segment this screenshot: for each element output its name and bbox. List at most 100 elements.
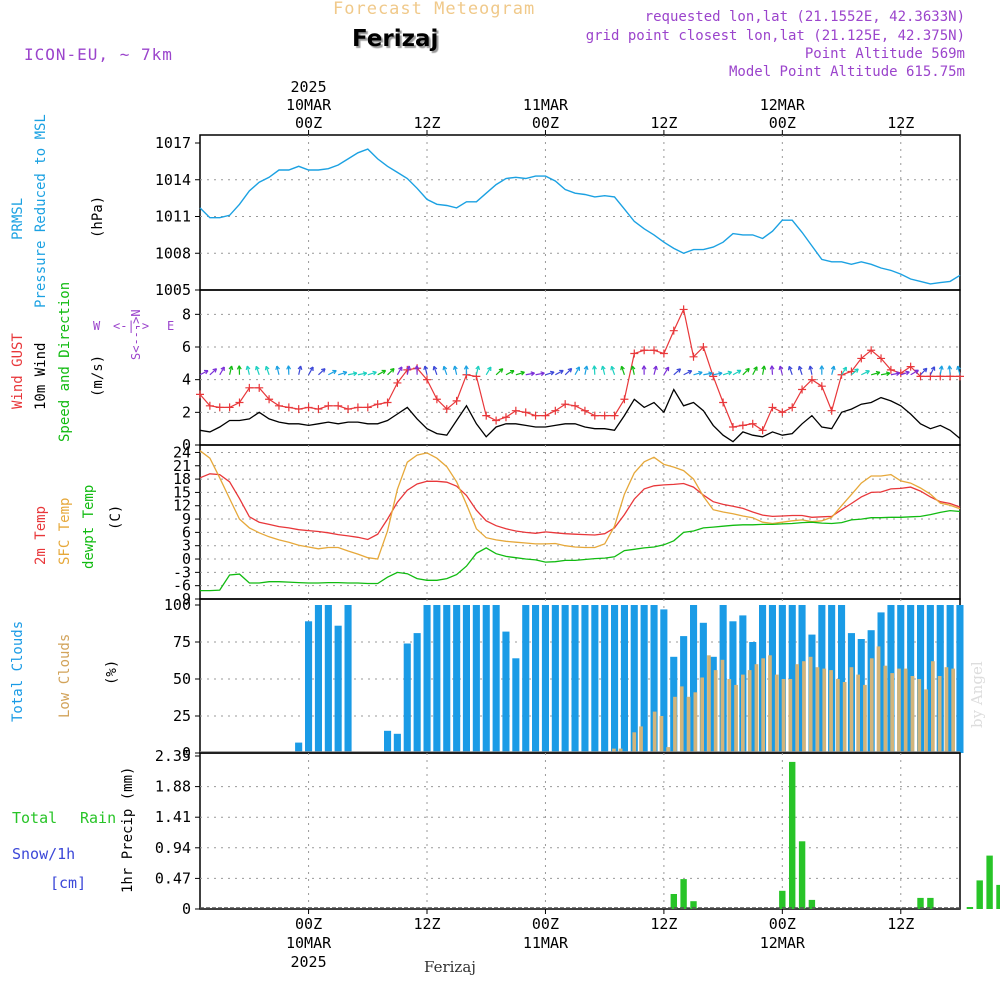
wind-arrow (762, 365, 765, 375)
wind-arrow-head (432, 365, 438, 371)
low-cloud-bar (713, 670, 718, 753)
precip-frame (199, 752, 961, 910)
gust-point (827, 406, 836, 415)
wind-arrow (620, 366, 625, 375)
low-cloud-bar (917, 679, 922, 753)
y-tick-label: 12 (173, 497, 191, 515)
y-tick-label: 0.94 (155, 839, 191, 857)
low-cloud-bar (652, 711, 657, 753)
wind-arrow (475, 365, 480, 375)
gust-point (383, 398, 392, 407)
wind-arrow-head (842, 366, 847, 372)
gust-point (551, 406, 560, 415)
gust-point (482, 411, 491, 420)
wind-arrow-head (559, 369, 564, 375)
wind-arrow (809, 365, 813, 375)
total-cloud-bar (541, 605, 549, 753)
y-tick-label: 0 (182, 744, 191, 762)
wind-arrow-head (922, 367, 928, 373)
top-time-label: 00Z (769, 114, 796, 132)
gust-point (728, 423, 737, 432)
total-cloud-bar (384, 730, 392, 753)
gust-point (196, 390, 204, 399)
bottom-date-label: 10MAR (286, 934, 332, 952)
low-cloud-bar (836, 679, 840, 753)
grid-coords: grid point closest lon,lat (21.125E, 42.… (585, 28, 965, 44)
total-cloud-bar (472, 605, 480, 753)
gust-point (205, 401, 214, 410)
wind-arrow-head (452, 365, 458, 371)
location-title: Ferizaj (352, 26, 439, 52)
wind-arrow-head (321, 368, 326, 373)
y-tick-label: 18 (173, 470, 191, 488)
rain-bar (789, 761, 796, 909)
wind-arrow (957, 365, 961, 375)
gust-point (225, 403, 234, 412)
wind-arrow (880, 372, 891, 376)
total-cloud-bar (433, 605, 441, 753)
total-cloud-bar (926, 605, 934, 753)
wind-arrow (752, 366, 758, 376)
low-cloud-bar (876, 646, 881, 753)
gust-point (837, 370, 846, 379)
low-cloud-bar (788, 679, 793, 753)
wind-arrow (732, 369, 742, 376)
total-cloud-bar (709, 656, 717, 753)
cloud-panel: 0 25 50 75 100 (164, 596, 964, 762)
bottom-year-label: 2025 (291, 953, 327, 971)
total-cloud-bar (601, 605, 609, 753)
gust-point (432, 395, 441, 404)
rain-bar (986, 855, 993, 909)
wind-arrow (515, 371, 525, 376)
total-cloud-bar (818, 605, 826, 753)
wind-arrow (525, 372, 535, 376)
wind-arrow (485, 366, 492, 376)
wind-arrow-head (956, 365, 961, 371)
total-cloud-bar (956, 605, 964, 753)
wind-arrow-head (641, 365, 647, 370)
wind-arrow-head (769, 365, 775, 370)
wind-arrow-head (787, 365, 793, 371)
total-cloud-bar (581, 605, 589, 753)
wind-arrow-head (583, 365, 589, 370)
wind-arrow (229, 365, 233, 375)
gust-point (590, 411, 599, 420)
wind-arrow-head (620, 365, 625, 371)
low-cloud-bar (937, 676, 942, 753)
low-cloud-bar (720, 659, 725, 753)
wind-arrow-head (297, 365, 303, 371)
top-time-label: 00Z (532, 114, 559, 132)
wind-arrow-head (600, 365, 606, 371)
wind-arrow-head (930, 366, 936, 371)
gust-point (235, 398, 244, 407)
wind-arrow-head (236, 365, 242, 370)
low-cloud-bar (897, 668, 901, 753)
y-tick-label: -3 (173, 563, 191, 581)
low-cloud-bar (774, 674, 779, 753)
bottom-time-label: 12Z (887, 915, 914, 933)
wind-arrow (328, 370, 337, 376)
total-cloud-bar (650, 605, 658, 753)
gust-point (630, 349, 639, 358)
total-cloud-bar (798, 605, 806, 753)
total-cloud-bar (591, 605, 599, 753)
rain-bar (670, 894, 677, 909)
wind-arrow (219, 366, 225, 376)
top-time-label: 12Z (887, 114, 914, 132)
total-cloud-bar (403, 643, 411, 753)
total-cloud-bar (295, 742, 303, 753)
y-tick-label: 15 (173, 483, 191, 501)
gust-point (215, 403, 224, 412)
low-cloud-bar (768, 655, 772, 753)
wind-arrow (861, 370, 870, 376)
wind-arrow (387, 368, 395, 376)
top-date-label: 11MAR (523, 96, 569, 114)
wind-arrow-head (736, 369, 742, 375)
gust-point (324, 401, 333, 410)
wind-arrow-head (414, 365, 420, 370)
gust-point (492, 416, 501, 425)
wind-arrow (318, 368, 326, 376)
wind-arrow-head (905, 370, 910, 376)
gust-point (778, 408, 787, 417)
wind-arrow-head (362, 371, 368, 377)
